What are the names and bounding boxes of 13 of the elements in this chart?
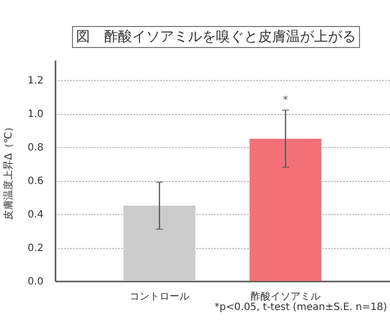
text: *p<0.05, t-test (mean±S.E. n=18) — [214, 302, 387, 313]
x-tick-label: 酢酸イソアミル — [250, 290, 321, 302]
x-tick-label: コントロール — [129, 292, 190, 302]
y-tick-label: 0.8 — [28, 142, 44, 154]
y-axis-title: 皮膚温度上昇Δ（℃） — [2, 122, 15, 220]
chart-title: 図 酢酸イソアミルを嗅ぐと皮膚温が上がる — [72, 26, 360, 48]
y-tick-label: 1.2 — [28, 76, 44, 87]
y-tick-label: 1.0 — [28, 109, 44, 120]
annotation: * — [283, 95, 288, 106]
y-tick-label: 0.6 — [28, 176, 44, 188]
y-tick-label: 0.2 — [28, 243, 44, 254]
y-tick-label: 0.0 — [28, 276, 44, 288]
y-tick-label: 0.4 — [28, 210, 44, 221]
